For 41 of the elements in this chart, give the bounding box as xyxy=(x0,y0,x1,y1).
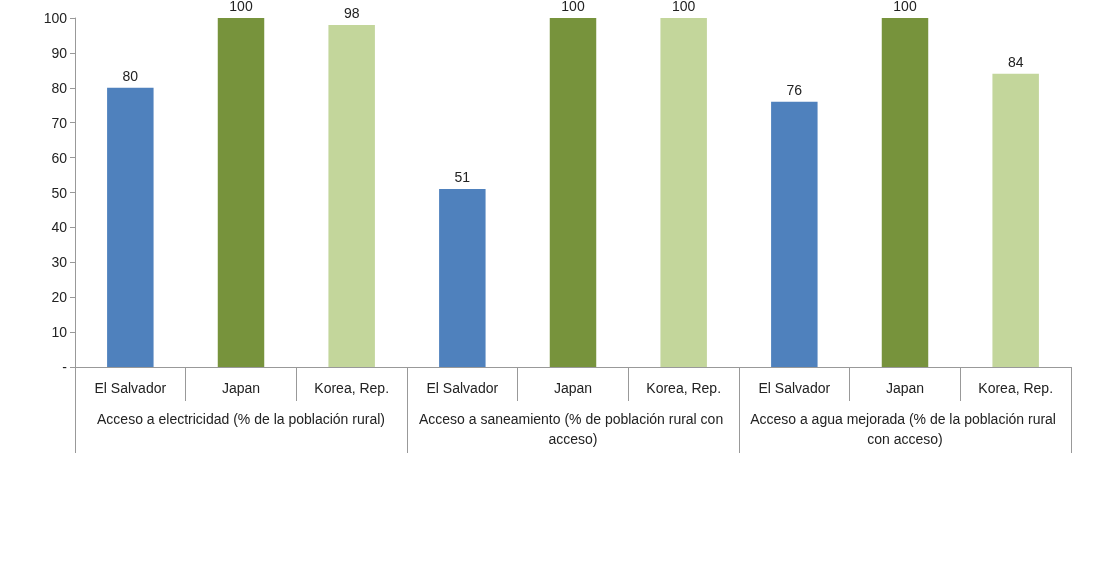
x-tick-label: Korea, Rep. xyxy=(646,380,722,396)
bar xyxy=(992,73,1039,367)
data-label: 100 xyxy=(229,0,253,14)
y-tick-label: 70 xyxy=(51,114,68,131)
text: Acceso a saneamiento (% de población rural con acceso) xyxy=(418,411,728,447)
bar xyxy=(217,18,265,367)
y-tick-label: 20 xyxy=(51,289,68,306)
y-tick-label: 100 xyxy=(43,10,68,26)
bar xyxy=(660,18,707,367)
y-tick-label: 90 xyxy=(51,44,68,61)
bar xyxy=(107,87,154,367)
y-tick-label: 30 xyxy=(51,254,68,271)
data-label: 80 xyxy=(122,67,139,84)
x-tick-label: Korea, Rep. xyxy=(314,380,390,396)
text: Acceso a agua mejorada (% de la población rural con acceso) xyxy=(750,411,1060,447)
bar xyxy=(328,24,375,367)
y-tick-label: 40 xyxy=(51,219,68,236)
data-label: 100 xyxy=(671,0,696,14)
x-tick-label: Korea, Rep. xyxy=(978,380,1054,396)
y-tick-label: - xyxy=(62,359,68,375)
y-tick-label: 60 xyxy=(51,149,68,166)
x-tick-label: Japan xyxy=(553,380,593,396)
bar xyxy=(881,18,929,367)
data-label: 76 xyxy=(786,81,803,98)
data-label: 98 xyxy=(343,4,360,21)
x-tick-label: El Salvador xyxy=(758,380,831,396)
x-tick-label: El Salvador xyxy=(426,380,499,396)
data-label: 100 xyxy=(561,0,585,14)
text: Acceso a electricidad (% de la población rural) xyxy=(97,411,385,427)
x-tick-label: Japan xyxy=(885,380,925,396)
x-tick-label: El Salvador xyxy=(94,380,167,396)
x-tick-label: Japan xyxy=(221,380,261,396)
bar xyxy=(439,189,486,367)
data-label: 100 xyxy=(893,0,917,14)
bar xyxy=(771,101,818,367)
y-tick-label: 10 xyxy=(51,324,68,341)
data-label: 51 xyxy=(454,169,471,186)
bar xyxy=(549,18,597,367)
data-label: 84 xyxy=(1007,53,1024,70)
y-tick-label: 50 xyxy=(51,184,68,201)
y-tick-label: 80 xyxy=(51,79,68,96)
